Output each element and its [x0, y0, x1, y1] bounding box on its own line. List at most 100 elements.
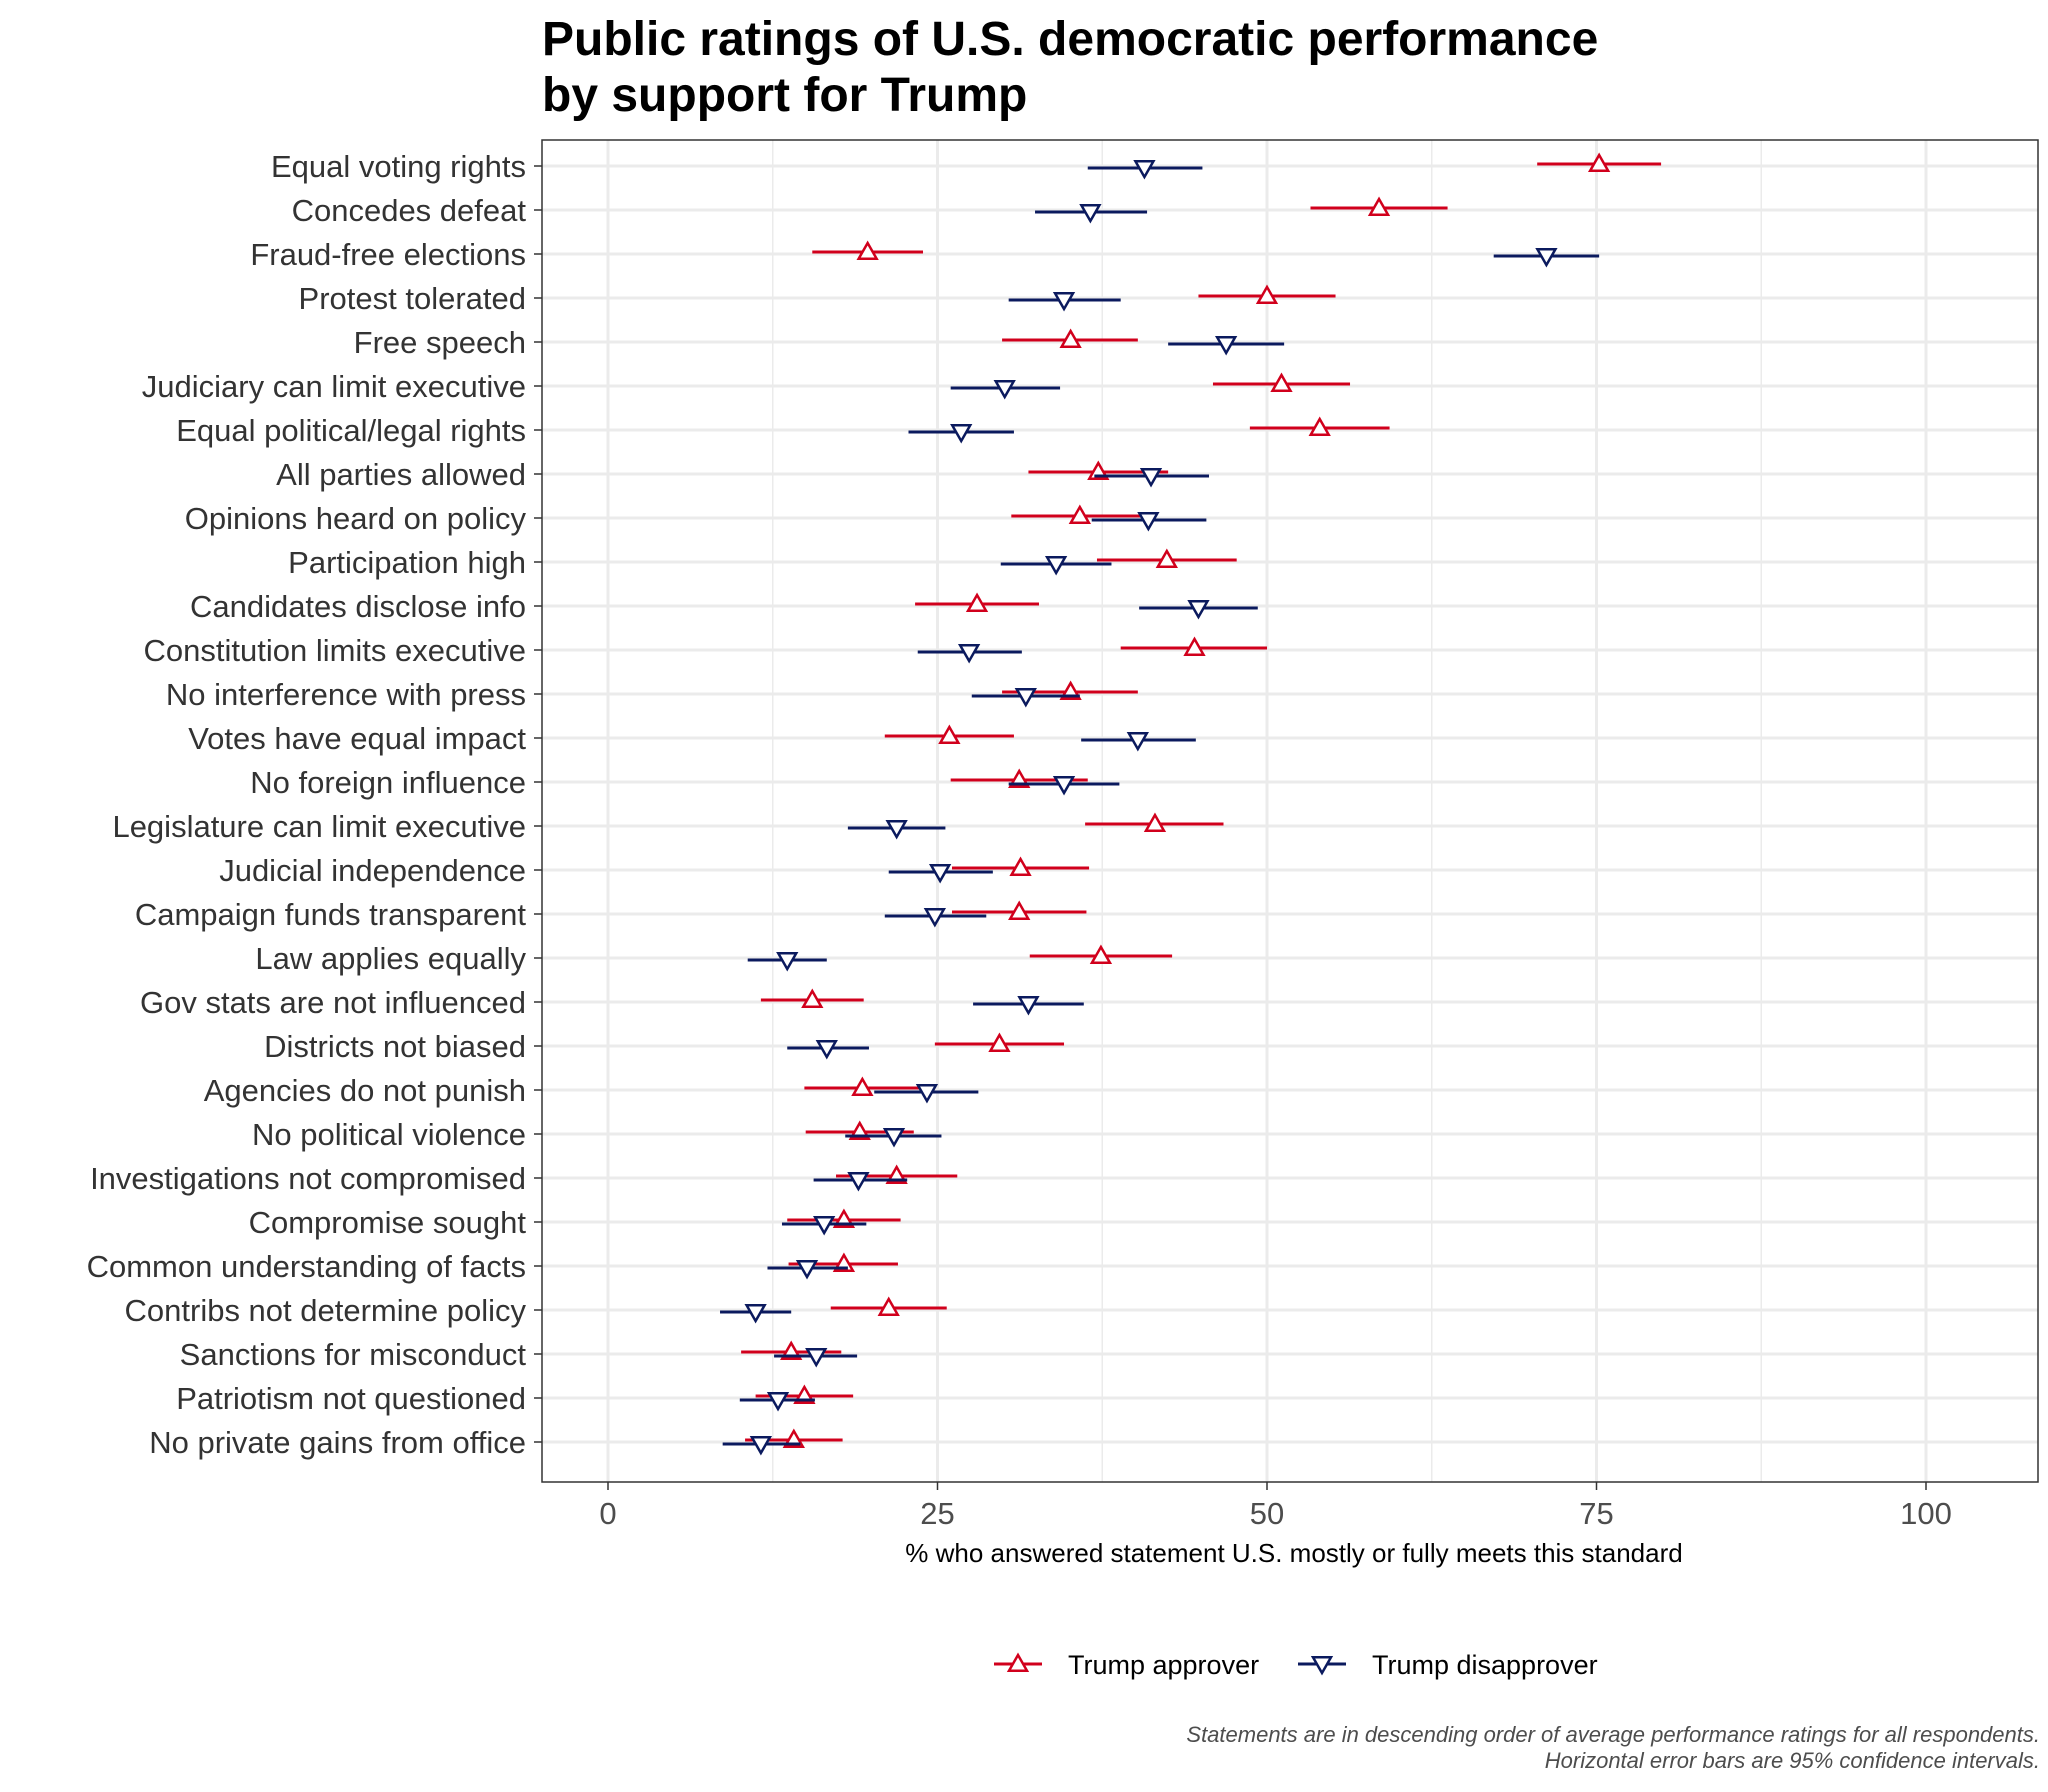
- approver-point: [877, 1296, 900, 1316]
- disapprover-point: [885, 820, 908, 840]
- disapprover-point: [882, 1128, 906, 1148]
- x-axis-label: % who answered statement U.S. mostly or …: [905, 1538, 1682, 1568]
- approver-point: [1059, 328, 1082, 348]
- disapprover-point: [744, 1304, 767, 1324]
- y-tick-label: Gov stats are not influenced: [140, 985, 526, 1020]
- approver-point: [1143, 812, 1167, 832]
- legend-label: Trump disapprover: [1372, 1650, 1598, 1680]
- legend-key-marker: [1310, 1656, 1334, 1676]
- y-tick-label: Judicial independence: [219, 853, 526, 888]
- y-tick-label: Concedes defeat: [292, 193, 527, 228]
- approver-point: [965, 592, 989, 612]
- disapprover-point: [1052, 776, 1076, 796]
- disapprover-point: [1126, 732, 1149, 752]
- disapprover-point: [1133, 160, 1156, 180]
- x-tick-label: 0: [599, 1496, 616, 1531]
- y-tick-label: Contribs not determine policy: [125, 1293, 527, 1328]
- approver-point: [938, 724, 961, 744]
- disapprover-point: [805, 1348, 828, 1368]
- panel-border: [541, 139, 2039, 1483]
- y-tick-label: No private gains from office: [149, 1425, 526, 1460]
- chart-title-line-2: by support for Trump: [542, 69, 1028, 122]
- series-disapprover: [720, 160, 1600, 1456]
- disapprover-point: [1044, 556, 1068, 576]
- approver-point: [851, 1076, 874, 1096]
- approver-point: [1009, 856, 1032, 876]
- approver-point: [1089, 944, 1113, 964]
- disapprover-point: [1535, 248, 1558, 268]
- y-tick-label: Sanctions for misconduct: [180, 1337, 527, 1372]
- disapprover-point: [915, 1084, 939, 1104]
- disapprover-point: [1014, 688, 1037, 708]
- y-axis-ticks: Equal voting rights Concedes defeat Fraud-…: [87, 149, 542, 1460]
- disapprover-point: [776, 952, 799, 972]
- x-axis-ticks: 0 25 50 75 100: [599, 1482, 1952, 1531]
- y-tick-label: Agencies do not punish: [204, 1073, 526, 1108]
- legend-label: Trump approver: [1068, 1650, 1259, 1680]
- disapprover-point: [749, 1436, 773, 1456]
- caption-line-2: Horizontal error bars are 95% confidence…: [1544, 1748, 2040, 1773]
- chart-title: Public ratings of U.S. democratic perfor…: [542, 12, 1598, 124]
- x-tick-label: 25: [920, 1496, 954, 1531]
- disapprover-point: [1187, 600, 1210, 620]
- disapprover-point: [1017, 996, 1040, 1016]
- disapprover-point: [795, 1260, 819, 1280]
- disapprover-point: [923, 908, 947, 928]
- disapprover-point: [1079, 204, 1102, 224]
- disapprover-point: [1214, 336, 1238, 356]
- y-tick-label: Investigations not compromised: [90, 1161, 526, 1196]
- disapprover-point: [812, 1216, 836, 1236]
- approver-point: [1587, 152, 1611, 172]
- y-tick-label: Fraud-free elections: [250, 237, 526, 272]
- disapprover-point: [815, 1040, 838, 1060]
- approver-point: [1367, 196, 1391, 216]
- y-tick-label: Compromise sought: [249, 1205, 527, 1240]
- y-tick-label: Campaign funds transparent: [135, 897, 527, 932]
- x-tick-label: 100: [1900, 1496, 1952, 1531]
- approver-point: [1183, 636, 1206, 656]
- x-tick-label: 50: [1250, 1496, 1284, 1531]
- disapprover-point: [928, 864, 952, 884]
- y-tick-label: No interference with press: [166, 677, 526, 712]
- y-tick-label: Legislature can limit executive: [112, 809, 526, 844]
- approver-point: [1068, 504, 1091, 524]
- approver-point: [988, 1032, 1011, 1052]
- y-tick-label: Districts not biased: [264, 1029, 526, 1064]
- disapprover-point: [847, 1172, 870, 1192]
- y-tick-label: Votes have equal impact: [188, 721, 526, 756]
- disapprover-point: [993, 380, 1016, 400]
- x-tick-label: 75: [1579, 1496, 1613, 1531]
- y-tick-label: All parties allowed: [276, 457, 526, 492]
- y-tick-label: Patriotism not questioned: [176, 1381, 526, 1416]
- y-tick-label: Candidates disclose info: [190, 589, 526, 624]
- series-approver: [741, 152, 1662, 1448]
- y-tick-label: Constitution limits executive: [144, 633, 527, 668]
- approver-point: [1308, 416, 1331, 436]
- y-tick-label: Equal political/legal rights: [176, 413, 526, 448]
- chart-caption: Statements are in descending order of av…: [1186, 1722, 2040, 1774]
- disapprover-point: [1137, 512, 1160, 532]
- y-tick-label: Equal voting rights: [271, 149, 526, 184]
- legend-key-marker: [1006, 1652, 1030, 1672]
- legend-item-approver: Trump approver: [994, 1650, 1259, 1680]
- y-tick-label: Opinions heard on policy: [185, 501, 527, 536]
- disapprover-point: [766, 1392, 790, 1412]
- chart-title-line-1: Public ratings of U.S. democratic perfor…: [542, 13, 1599, 66]
- disapprover-point: [950, 424, 973, 444]
- approver-point: [1270, 372, 1293, 392]
- data-marks: [720, 152, 1662, 1456]
- y-tick-label: No political violence: [252, 1117, 526, 1152]
- legend-item-disapprover: Trump disapprover: [1298, 1650, 1598, 1680]
- y-tick-label: Free speech: [354, 325, 526, 360]
- approver-point: [801, 988, 824, 1008]
- disapprover-point: [1052, 292, 1076, 312]
- caption-line-1: Statements are in descending order of av…: [1186, 1722, 2040, 1747]
- disapprover-point: [1139, 468, 1163, 488]
- approver-point: [1255, 284, 1279, 304]
- grid-lines: [542, 140, 2038, 1482]
- approver-point: [1155, 548, 1178, 568]
- y-tick-label: Law applies equally: [255, 941, 526, 976]
- disapprover-point: [957, 644, 981, 664]
- approver-point: [856, 240, 879, 260]
